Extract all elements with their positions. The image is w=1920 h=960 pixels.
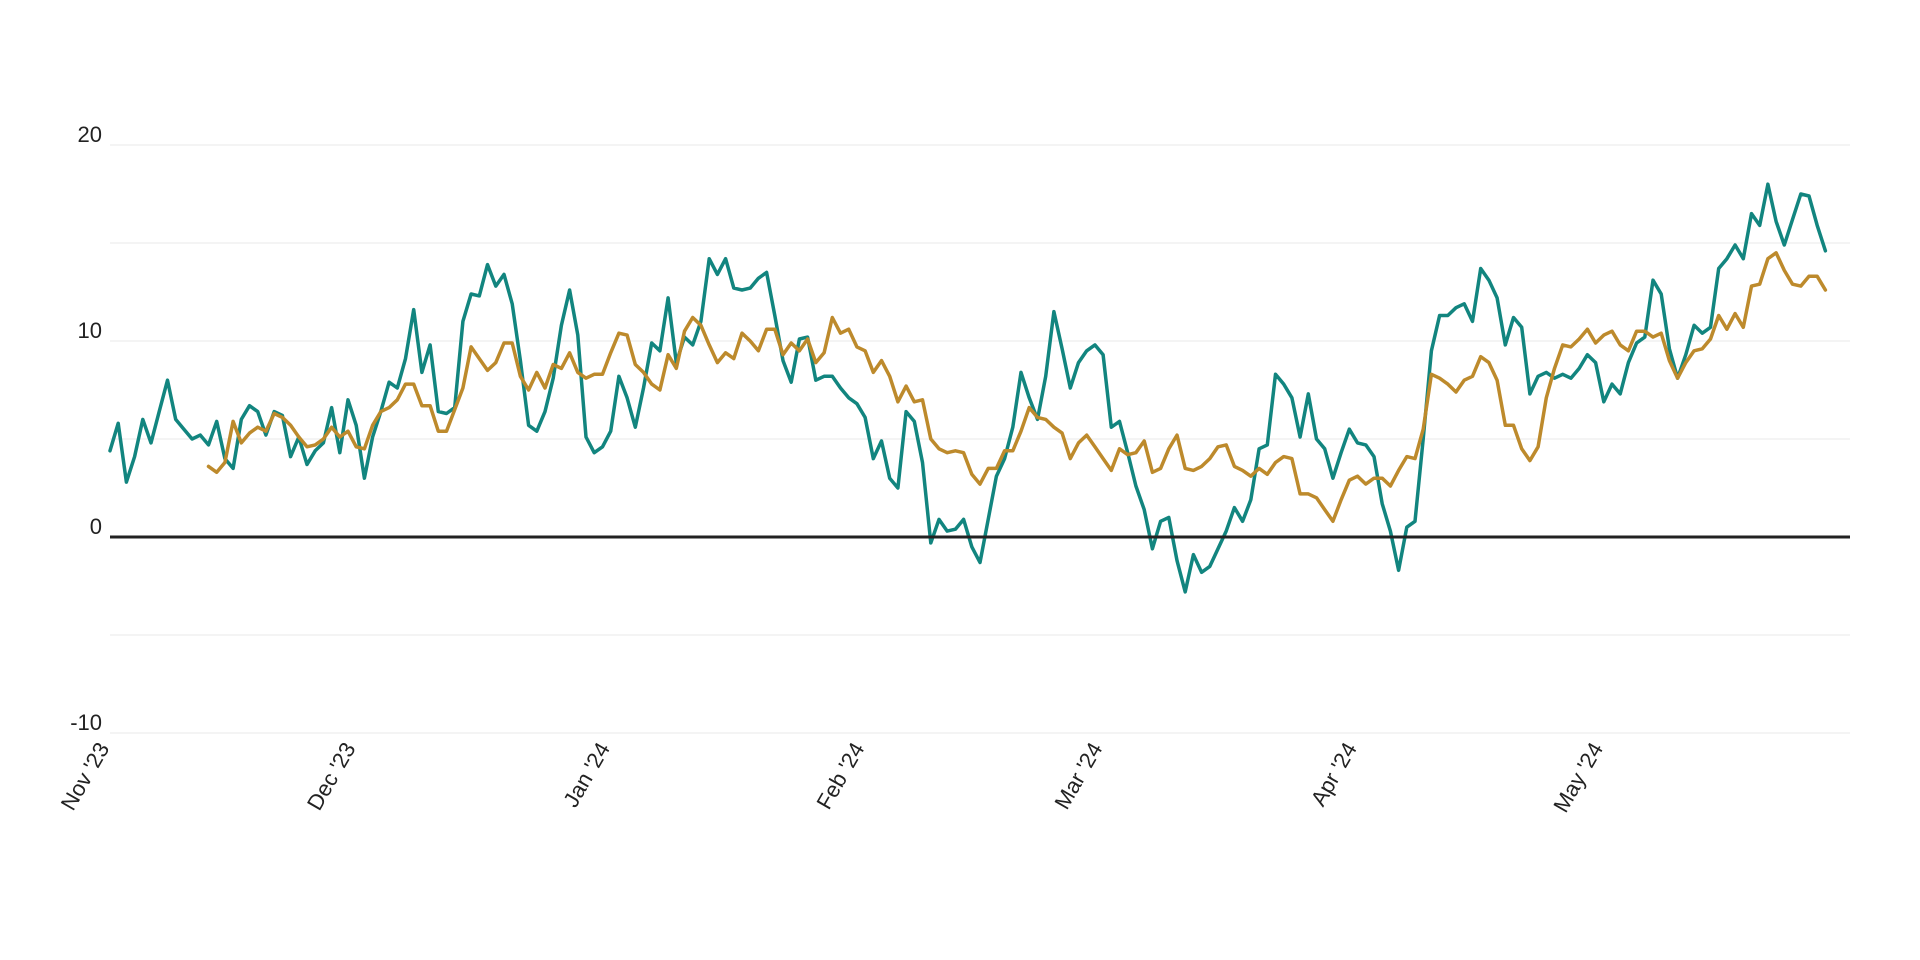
series-line-1 <box>108 182 1828 594</box>
y-axis-labels: -10 0 10 20 <box>70 122 102 735</box>
y-tick-label: 0 <box>90 514 102 539</box>
x-tick-label: Jan '24 <box>558 738 615 811</box>
series-line-2 <box>206 251 1828 524</box>
y-tick-label: 20 <box>78 122 102 147</box>
x-tick-label: Nov '23 <box>56 738 115 815</box>
y-tick-label: -10 <box>70 710 102 735</box>
gridlines <box>110 144 1850 734</box>
x-tick-label: Dec '23 <box>302 738 361 815</box>
x-tick-label: Feb '24 <box>811 738 869 813</box>
y-tick-label: 10 <box>78 318 102 343</box>
x-tick-label: Apr '24 <box>1306 738 1362 810</box>
x-tick-label: May '24 <box>1548 738 1608 817</box>
x-tick-label: Mar '24 <box>1049 738 1107 813</box>
plot-area <box>108 182 1850 594</box>
x-axis-labels: Nov '23 Dec '23 Jan '24 Feb '24 Mar '24 Apr '… <box>56 738 1608 817</box>
